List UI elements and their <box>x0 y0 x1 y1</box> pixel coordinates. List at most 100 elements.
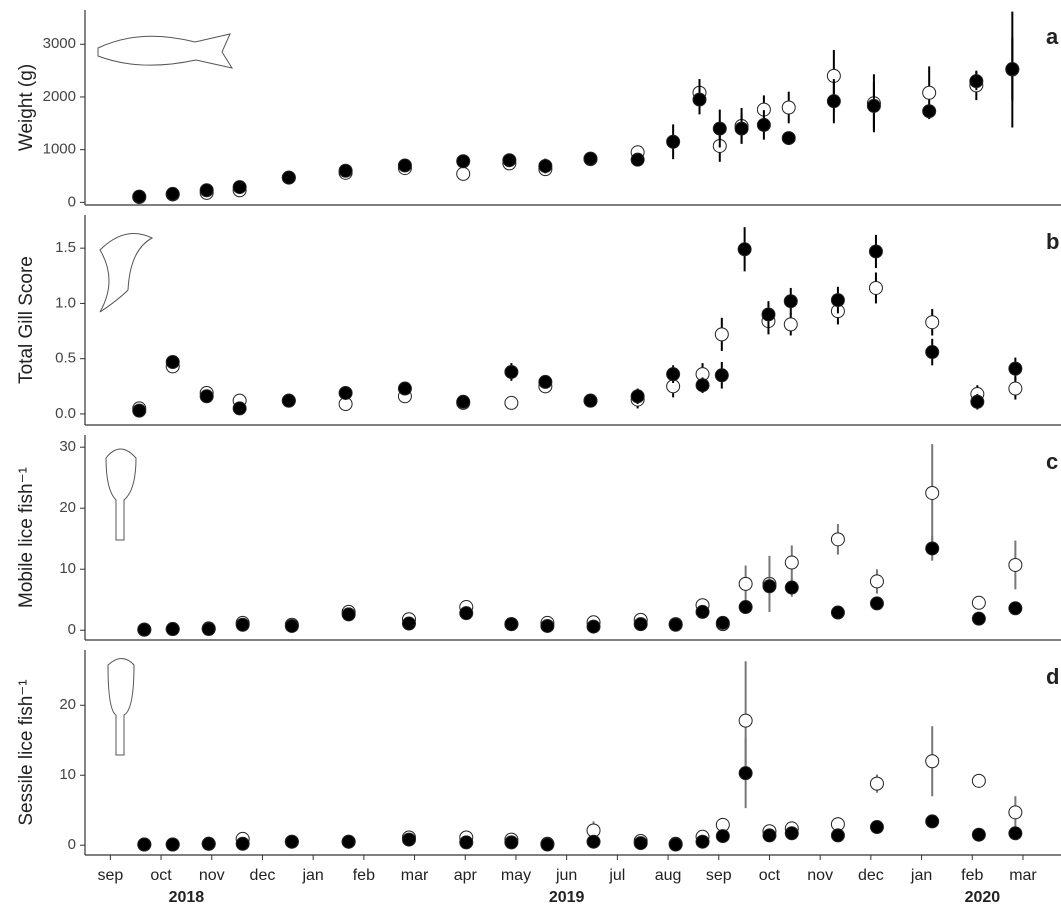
point <box>200 390 213 403</box>
point <box>339 386 352 399</box>
point <box>926 316 939 329</box>
fish-icon <box>98 34 232 68</box>
x-tick-label: apr <box>454 867 478 884</box>
point <box>784 295 797 308</box>
point <box>785 556 798 569</box>
point <box>763 829 776 842</box>
point <box>202 623 215 636</box>
point <box>867 99 880 112</box>
y-tick-label: 30 <box>59 438 76 455</box>
x-tick-label: jul <box>608 867 625 884</box>
point <box>972 774 985 787</box>
point <box>541 619 554 632</box>
point <box>757 118 770 131</box>
panel-label: b <box>1046 229 1059 254</box>
y-tick-label: 2000 <box>43 88 76 105</box>
point <box>342 608 355 621</box>
point <box>634 837 647 850</box>
y-tick-label: 0.5 <box>55 350 76 367</box>
point <box>233 181 246 194</box>
point <box>870 575 883 588</box>
point <box>667 135 680 148</box>
point <box>667 368 680 381</box>
x-tick-label: oct <box>759 867 781 884</box>
y-tick-label: 20 <box>59 696 76 713</box>
year-label: 2019 <box>549 889 585 906</box>
point <box>282 171 295 184</box>
point <box>831 533 844 546</box>
point <box>923 86 936 99</box>
point <box>503 154 516 167</box>
x-tick-label: jan <box>910 867 932 884</box>
y-tick-label: 3000 <box>43 35 76 52</box>
point <box>739 601 752 614</box>
y-axis-label: Weight (g) <box>16 64 37 151</box>
point <box>926 346 939 359</box>
point <box>869 245 882 258</box>
point <box>785 581 798 594</box>
point <box>339 164 352 177</box>
x-tick-label: feb <box>353 867 375 884</box>
louse-icon <box>106 449 136 540</box>
y-tick-label: 1.5 <box>55 239 76 256</box>
point <box>505 365 518 378</box>
year-label: 2020 <box>965 889 1001 906</box>
point <box>739 577 752 590</box>
point <box>460 836 473 849</box>
point <box>505 836 518 849</box>
point <box>926 815 939 828</box>
panel-label: a <box>1046 24 1059 49</box>
point <box>166 838 179 851</box>
y-tick-label: 20 <box>59 499 76 516</box>
x-tick-label: jun <box>555 867 577 884</box>
point <box>587 620 600 633</box>
point <box>138 623 151 636</box>
louse-icon <box>108 659 134 756</box>
y-tick-label: 10 <box>59 766 76 783</box>
point <box>236 837 249 850</box>
y-tick-label: 0.0 <box>55 405 76 422</box>
point <box>870 597 883 610</box>
y-tick-label: 0 <box>68 836 76 853</box>
point <box>634 618 647 631</box>
point <box>1009 362 1022 375</box>
y-axis-label: Mobile lice fish⁻¹ <box>16 467 37 608</box>
point <box>1009 827 1022 840</box>
point <box>539 375 552 388</box>
point <box>782 101 795 114</box>
y-tick-label: 0 <box>68 193 76 210</box>
point <box>402 833 415 846</box>
point <box>457 155 470 168</box>
point <box>1009 602 1022 615</box>
point <box>541 838 554 851</box>
point <box>166 623 179 636</box>
point <box>398 382 411 395</box>
point <box>923 105 936 118</box>
point <box>971 395 984 408</box>
x-tick-label: dec <box>250 867 276 884</box>
point <box>784 318 797 331</box>
point <box>738 243 751 256</box>
point <box>282 394 295 407</box>
point <box>505 396 518 409</box>
point <box>200 184 213 197</box>
point <box>138 838 151 851</box>
point <box>926 542 939 555</box>
point <box>870 821 883 834</box>
y-axis-label: Sessile lice fish⁻¹ <box>16 679 37 825</box>
point <box>285 619 298 632</box>
point <box>1009 558 1022 571</box>
point <box>926 486 939 499</box>
panel-label: d <box>1046 664 1059 689</box>
x-tick-label: sep <box>706 867 732 884</box>
y-axis-label: Total Gill Score <box>16 256 37 384</box>
point <box>166 187 179 200</box>
point <box>584 394 597 407</box>
point <box>972 612 985 625</box>
point <box>631 153 644 166</box>
point <box>739 714 752 727</box>
point <box>696 605 709 618</box>
point <box>696 835 709 848</box>
point <box>715 369 728 382</box>
figure: Weight (g)a0100020003000Total Gill Score… <box>0 0 1061 907</box>
